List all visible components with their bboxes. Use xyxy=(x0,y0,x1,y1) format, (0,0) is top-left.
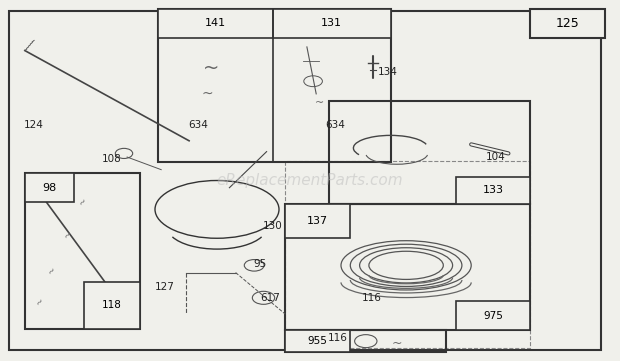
Text: 104: 104 xyxy=(486,152,506,162)
Text: 634: 634 xyxy=(188,119,208,130)
Text: 98: 98 xyxy=(43,183,56,193)
Bar xyxy=(285,330,446,352)
Text: 130: 130 xyxy=(263,221,283,231)
Bar xyxy=(530,9,604,38)
Bar xyxy=(25,173,74,202)
Bar xyxy=(25,173,74,202)
Bar xyxy=(84,282,140,329)
Bar xyxy=(273,9,391,38)
Text: 118: 118 xyxy=(102,300,122,310)
Text: ~: ~ xyxy=(202,87,213,101)
Bar xyxy=(456,177,530,204)
Text: ~: ~ xyxy=(392,336,402,349)
Text: 617: 617 xyxy=(260,293,280,303)
Bar xyxy=(285,204,530,330)
Text: 127: 127 xyxy=(154,282,174,292)
Bar xyxy=(285,204,350,238)
Bar xyxy=(456,301,530,330)
Text: 131: 131 xyxy=(321,18,342,29)
Text: 134: 134 xyxy=(378,67,397,77)
Bar xyxy=(158,9,273,38)
Bar xyxy=(329,101,530,204)
Text: ~: ~ xyxy=(34,295,46,308)
Text: ~: ~ xyxy=(315,98,324,108)
Text: eReplacementParts.com: eReplacementParts.com xyxy=(216,173,404,188)
Bar xyxy=(285,330,350,352)
Bar xyxy=(285,330,350,352)
Text: 124: 124 xyxy=(24,119,44,130)
Text: 108: 108 xyxy=(102,154,122,164)
Bar xyxy=(285,204,350,238)
Bar xyxy=(456,177,530,204)
Text: 634: 634 xyxy=(325,119,345,130)
Text: 116: 116 xyxy=(362,293,382,303)
Bar xyxy=(273,9,391,38)
Text: 125: 125 xyxy=(556,17,579,30)
Text: 133: 133 xyxy=(482,186,503,195)
Text: ~: ~ xyxy=(78,196,90,209)
Text: 116: 116 xyxy=(328,332,348,343)
Text: 95: 95 xyxy=(254,258,267,269)
Bar xyxy=(285,161,530,348)
Bar xyxy=(158,9,273,38)
Text: 955: 955 xyxy=(308,336,328,346)
Text: ~: ~ xyxy=(62,228,74,241)
Text: 137: 137 xyxy=(307,216,329,226)
Bar xyxy=(456,301,530,330)
Bar xyxy=(25,173,140,329)
Text: 141: 141 xyxy=(205,18,226,29)
Text: ~: ~ xyxy=(46,264,59,277)
Bar xyxy=(84,282,140,329)
Bar xyxy=(158,9,391,162)
Bar xyxy=(530,9,604,38)
Text: ~: ~ xyxy=(203,59,219,78)
Text: 975: 975 xyxy=(483,311,503,321)
